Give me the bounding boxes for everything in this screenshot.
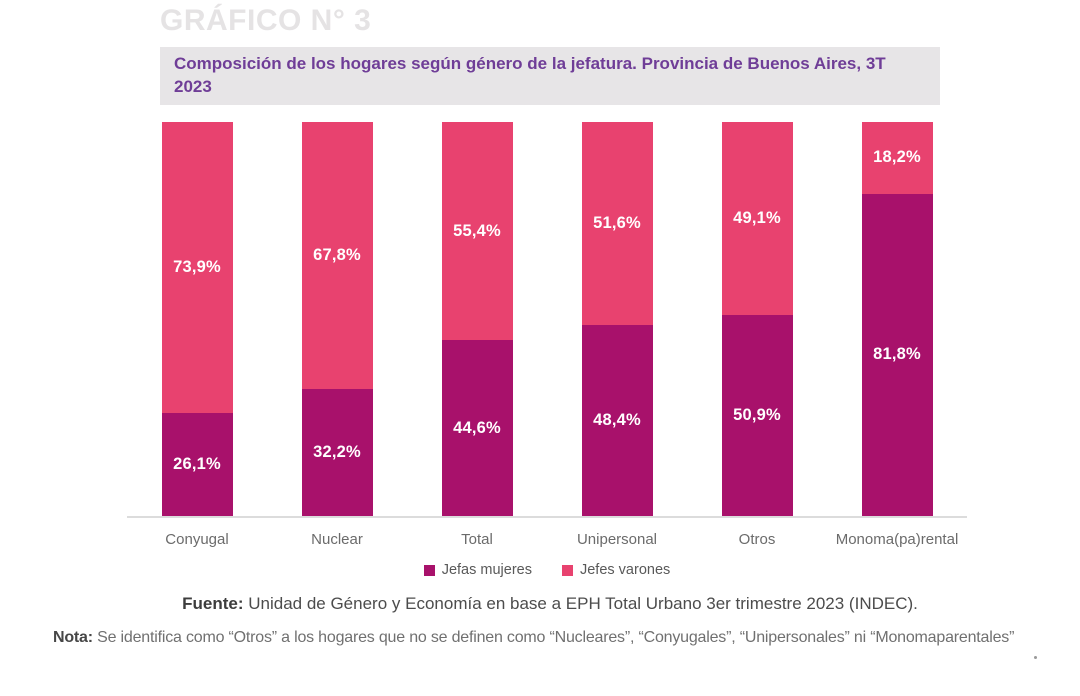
bar-slot: 67,8% 32,2% [267,122,407,516]
x-axis-category-label: Monoma(pa)rental [827,531,967,548]
x-axis-category-label: Otros [687,531,827,548]
bar-value-label: 26,1% [173,455,221,474]
bar-slot: 55,4% 44,6% [407,122,547,516]
segment-jefas-mujeres: 81,8% [862,194,933,516]
page-title: GRÁFICO N° 3 [160,4,371,38]
x-axis-category-label: Unipersonal [547,531,687,548]
chart-title-line1: Composición de los hogares según género … [174,53,930,76]
segment-jefes-varones: 73,9% [162,122,233,413]
footnote: Nota: Se identifica como “Otros” a los h… [53,629,1014,647]
stacked-bar: 18,2% 81,8% [862,122,933,516]
segment-jefes-varones: 51,6% [582,122,653,325]
segment-jefes-varones: 18,2% [862,122,933,194]
source-note: Fuente: Unidad de Género y Economía en b… [20,594,1080,614]
x-axis-category-label: Total [407,531,547,548]
legend-item: Jefes varones [562,562,670,578]
chart-title-box: Composición de los hogares según género … [160,47,940,105]
stray-dot [1034,656,1037,659]
legend-swatch-icon [562,565,573,576]
bar-value-label: 49,1% [733,209,781,228]
footnote-text: Se identifica como “Otros” a los hogares… [97,629,1014,646]
x-axis-labels: ConyugalNuclearTotalUnipersonalOtrosMono… [127,531,967,548]
stacked-bar: 51,6% 48,4% [582,122,653,516]
source-text: Unidad de Género y Economía en base a EP… [248,594,918,613]
source-label: Fuente: [182,594,243,613]
bar-value-label: 32,2% [313,443,361,462]
bar-value-label: 48,4% [593,411,641,430]
bar-slot: 73,9% 26,1% [127,122,267,516]
bar-value-label: 81,8% [873,345,921,364]
segment-jefes-varones: 67,8% [302,122,373,389]
stacked-bar: 67,8% 32,2% [302,122,373,516]
x-axis-category-label: Conyugal [127,531,267,548]
bar-value-label: 73,9% [173,258,221,277]
bar-value-label: 44,6% [453,419,501,438]
legend-swatch-icon [424,565,435,576]
segment-jefes-varones: 49,1% [722,122,793,315]
bar-slot: 51,6% 48,4% [547,122,687,516]
bar-value-label: 51,6% [593,214,641,233]
chart-title-line2: 2023 [174,76,930,99]
stacked-bar: 49,1% 50,9% [722,122,793,516]
segment-jefas-mujeres: 44,6% [442,340,513,516]
bar-slot: 18,2% 81,8% [827,122,967,516]
bar-value-label: 50,9% [733,406,781,425]
stacked-bar: 73,9% 26,1% [162,122,233,516]
legend-label: Jefes varones [580,562,670,578]
bar-slot: 49,1% 50,9% [687,122,827,516]
plot-area: 73,9% 26,1% 67,8% 32,2% 55,4% 44,6% 51,6% 48,4%… [127,122,967,518]
segment-jefes-varones: 55,4% [442,122,513,340]
bar-value-label: 18,2% [873,148,921,167]
legend: Jefas mujeres Jefes varones [127,562,967,578]
legend-label: Jefas mujeres [442,562,532,578]
bar-value-label: 67,8% [313,246,361,265]
bar-value-label: 55,4% [453,222,501,241]
x-axis-category-label: Nuclear [267,531,407,548]
segment-jefas-mujeres: 50,9% [722,315,793,516]
segment-jefas-mujeres: 48,4% [582,325,653,516]
stacked-bar: 55,4% 44,6% [442,122,513,516]
footnote-label: Nota: [53,629,93,646]
segment-jefas-mujeres: 32,2% [302,389,373,516]
segment-jefas-mujeres: 26,1% [162,413,233,516]
legend-item: Jefas mujeres [424,562,532,578]
